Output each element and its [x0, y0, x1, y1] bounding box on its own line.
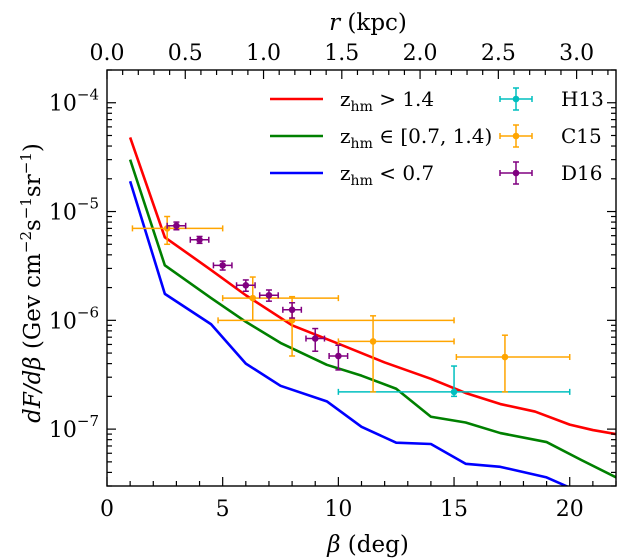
legend-label-3: zhm < 0.7 — [340, 161, 434, 189]
datapoint-d16-3 — [212, 260, 233, 271]
legend-label-part: hm — [351, 99, 373, 115]
legend-label-2: zhm ∈ [0.7, 1.4) — [340, 124, 492, 152]
legend-label-part: hm — [351, 173, 373, 189]
axes: 0 5 10 15 200.0 0.5 1.0 1.5 2.0 2.5 3.010−710−610−… — [49, 41, 617, 522]
datapoint-d16-1 — [166, 221, 187, 231]
datapoint-d16-2 — [189, 235, 210, 245]
datapoint-c15-5 — [455, 334, 571, 393]
point-marker — [249, 294, 257, 302]
legend-dataset-label: C15 — [561, 124, 602, 148]
datapoint-d16-6 — [282, 302, 303, 319]
point-marker — [196, 236, 203, 244]
x-tick-label: 10 — [324, 497, 352, 522]
legend-marker-h13 — [499, 87, 533, 111]
point-marker — [219, 262, 226, 269]
point-marker — [335, 352, 342, 360]
legend-label-part: ∈ [0.7, 1.4) — [373, 124, 492, 148]
legend-marker-c15 — [499, 124, 533, 148]
datapoint-c15-4 — [337, 315, 455, 393]
legend-dot — [512, 169, 520, 177]
legend-dataset-label: H13 — [561, 87, 604, 111]
y-tick-base: 10 — [49, 201, 77, 226]
top-tick-label: 2.5 — [481, 41, 516, 66]
legend-dot — [512, 132, 520, 140]
point-marker — [369, 338, 377, 345]
y-tick-exponent: −5 — [77, 195, 99, 213]
top-tick-label: 0.5 — [168, 41, 203, 66]
top-tick-label: 1.0 — [246, 41, 281, 66]
top-tick-label: 2.0 — [403, 41, 438, 66]
top-tick-label: 3.0 — [559, 41, 594, 66]
legend-label-part: z — [340, 161, 351, 185]
point-marker — [501, 353, 509, 361]
y-tick-exponent: −6 — [77, 303, 99, 321]
x-tick-label: 15 — [440, 497, 468, 522]
datapoint-d16-7 — [305, 327, 326, 352]
datapoint-d16-5 — [258, 289, 279, 302]
point-marker — [242, 281, 250, 289]
y-tick-base: 10 — [49, 92, 77, 117]
datapoint-d16-8 — [328, 344, 349, 371]
point-marker — [173, 222, 180, 230]
x-tick-label: 20 — [556, 497, 584, 522]
plot-lines — [128, 137, 616, 486]
y-tick-base: 10 — [49, 309, 77, 334]
y-tick-label: 10−7 — [49, 412, 99, 443]
datapoint-c15-2 — [221, 276, 340, 322]
legend-label-1: zhm > 1.4 — [340, 87, 434, 115]
datapoint-d16-4 — [235, 279, 256, 293]
y-tick-label: 10−4 — [49, 86, 99, 117]
legend-marker-d16 — [499, 161, 533, 185]
y-tick-exponent: −7 — [77, 412, 99, 430]
point-marker — [288, 306, 296, 314]
series-line-3 — [128, 180, 570, 486]
legend-dot — [512, 95, 520, 103]
legend-label-part: < 0.7 — [373, 161, 434, 185]
y-tick-label: 10−6 — [49, 303, 99, 334]
point-marker — [450, 388, 458, 396]
x-tick-label: 5 — [216, 497, 230, 522]
x-axis-title: β (deg) — [326, 532, 409, 558]
x-tick-label: 0 — [100, 497, 114, 522]
y-tick-label: 10−5 — [49, 195, 99, 226]
top-tick-label: 0.0 — [90, 41, 125, 66]
y-axis-title: dF/dβ (Gev cm−2s−1sr−1) — [17, 143, 46, 423]
plot-marks — [131, 215, 571, 398]
top-tick-label: 1.5 — [324, 41, 359, 66]
top-axis-title: r (kpc) — [329, 10, 407, 36]
legend-dataset-label: D16 — [561, 161, 602, 185]
datapoint-h13-1 — [337, 365, 571, 398]
legend-label-part: z — [340, 87, 351, 111]
y-tick-base: 10 — [49, 418, 77, 443]
point-marker — [265, 291, 273, 299]
point-marker — [311, 335, 319, 342]
legend-label-part: > 1.4 — [373, 87, 434, 111]
legend-label-part: z — [340, 124, 351, 148]
y-tick-exponent: −4 — [77, 86, 99, 104]
series-line-1 — [128, 137, 616, 436]
legend-label-part: hm — [351, 136, 373, 152]
series-line-2 — [128, 159, 616, 479]
